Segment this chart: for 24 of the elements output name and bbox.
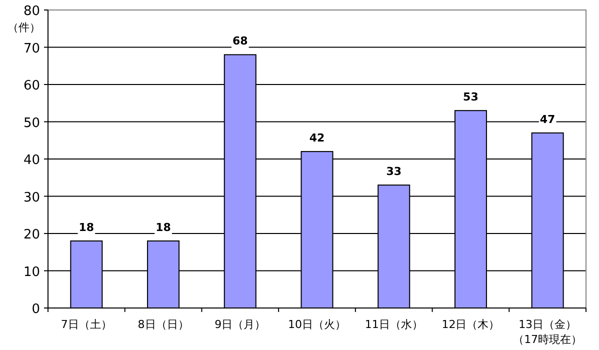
x-tick-label: 11日（水） (364, 318, 423, 331)
y-tick-label: 40 (23, 153, 40, 168)
x-tick-label: 12日（木） (442, 318, 500, 331)
y-tick-label: 60 (23, 78, 40, 94)
x-tick-label: 7日（土） (60, 318, 112, 331)
y-tick-label: 70 (23, 41, 40, 56)
x-tick-label: 8日（日） (138, 318, 189, 331)
data-label: 18 (78, 220, 94, 234)
x-tick-label: 10日（火） (288, 318, 346, 331)
y-tick-label: 20 (23, 228, 40, 242)
y-axis-title: （件） (8, 21, 40, 34)
y-tick-label: 10 (23, 264, 40, 280)
y-tick-label: 30 (23, 190, 40, 206)
data-label: 18 (156, 220, 171, 234)
x-tick-label: 9日（月） (214, 318, 266, 331)
data-label: 42 (309, 132, 325, 145)
data-label: 33 (386, 165, 402, 178)
y-tick-label: 80 (23, 4, 40, 19)
y-tick-label: 0 (32, 302, 40, 317)
y-tick-label: 50 (23, 116, 40, 131)
data-label: 47 (540, 112, 556, 126)
data-label: 68 (232, 34, 248, 48)
data-label: 53 (463, 90, 478, 104)
x-tick-label: 13日（金）（17時現在） (513, 318, 582, 346)
